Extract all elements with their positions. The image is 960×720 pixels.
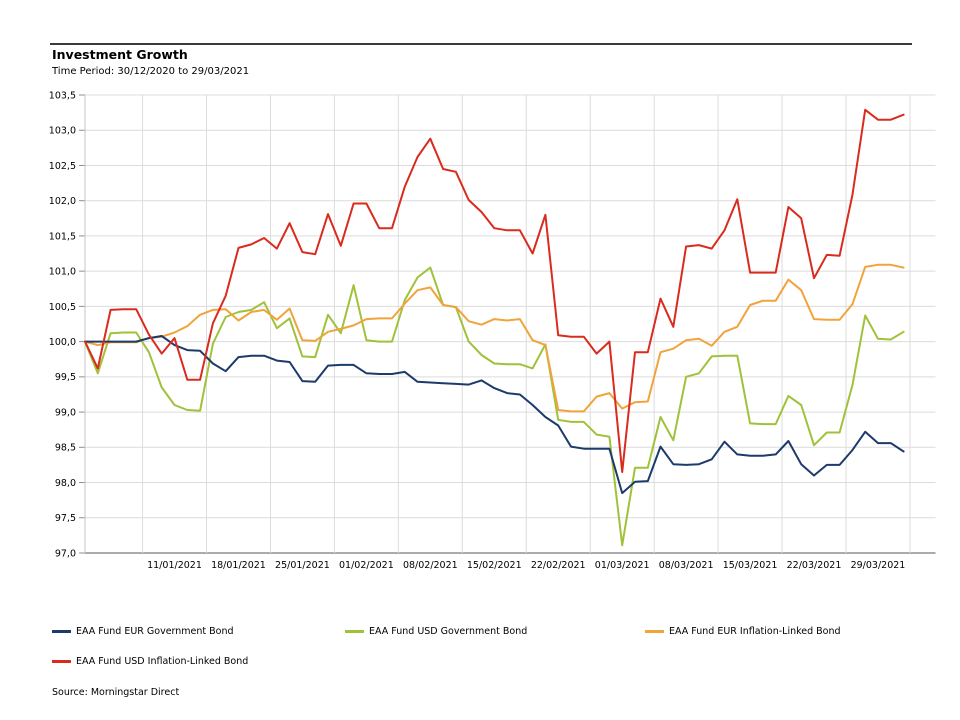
- legend-item-eaa-fund-eur-government-bond: EAA Fund EUR Government Bond: [52, 626, 234, 637]
- y-tick-label: 100,5: [49, 302, 76, 313]
- legend-swatch: [52, 630, 71, 633]
- x-tick-label: 25/01/2021: [275, 560, 330, 571]
- y-tick-label: 102,0: [49, 196, 76, 207]
- legend-label: EAA Fund USD Inflation-Linked Bond: [76, 656, 249, 667]
- x-tick-label: 11/01/2021: [147, 560, 202, 571]
- legend-label: EAA Fund EUR Government Bond: [76, 626, 234, 637]
- x-tick-label: 29/03/2021: [851, 560, 906, 571]
- series-line-eaa-fund-eur-government-bond: [84, 335, 905, 495]
- x-tick-label: 15/03/2021: [723, 560, 778, 571]
- series-line-eaa-fund-usd-inflation-linked-bond: [84, 108, 905, 473]
- legend-item-eaa-fund-eur-inflation-linked-bond: EAA Fund EUR Inflation-Linked Bond: [645, 626, 841, 637]
- source-label: Source: Morningstar Direct: [52, 687, 180, 698]
- y-tick-label: 97,5: [55, 513, 76, 524]
- y-tick-label: 101,5: [49, 231, 76, 242]
- y-tick-label: 99,5: [55, 372, 76, 383]
- y-tick-label: 101,0: [49, 267, 76, 278]
- x-tick-label: 01/03/2021: [595, 560, 650, 571]
- legend-item-eaa-fund-usd-inflation-linked-bond: EAA Fund USD Inflation-Linked Bond: [52, 656, 248, 667]
- x-tick-label: 08/03/2021: [659, 560, 714, 571]
- legend-item-eaa-fund-usd-government-bond: EAA Fund USD Government Bond: [345, 626, 527, 637]
- chart-legend: EAA Fund EUR Government Bond EAA Fund USD…: [0, 620, 960, 680]
- x-tick-label: 01/02/2021: [339, 560, 394, 571]
- x-tick-label: 08/02/2021: [403, 560, 458, 571]
- header-rule: [50, 43, 912, 45]
- y-tick-label: 102,5: [49, 161, 76, 172]
- y-tick-label: 98,5: [55, 443, 76, 454]
- x-tick-label: 18/01/2021: [211, 560, 266, 571]
- page-title: Investment Growth: [52, 47, 188, 62]
- x-tick-label: 22/02/2021: [531, 560, 586, 571]
- y-tick-label: 99,0: [55, 407, 76, 418]
- legend-swatch: [645, 630, 664, 633]
- series-line-eaa-fund-eur-inflation-linked-bond: [84, 263, 905, 413]
- legend-swatch: [345, 630, 364, 633]
- y-tick-label: 103,5: [49, 90, 76, 101]
- y-tick-label: 98,0: [55, 478, 76, 489]
- legend-label: EAA Fund EUR Inflation-Linked Bond: [669, 626, 841, 637]
- y-tick-label: 100,0: [49, 337, 76, 348]
- x-tick-label: 22/03/2021: [787, 560, 842, 571]
- x-tick-label: 15/02/2021: [467, 560, 522, 571]
- y-tick-label: 103,0: [49, 126, 76, 137]
- legend-swatch: [52, 660, 71, 663]
- y-tick-label: 97,0: [55, 548, 76, 559]
- legend-label: EAA Fund USD Government Bond: [369, 626, 528, 637]
- series-line-eaa-fund-usd-government-bond: [84, 266, 905, 547]
- time-period-label: Time Period: 30/12/2020 to 29/03/2021: [52, 66, 250, 77]
